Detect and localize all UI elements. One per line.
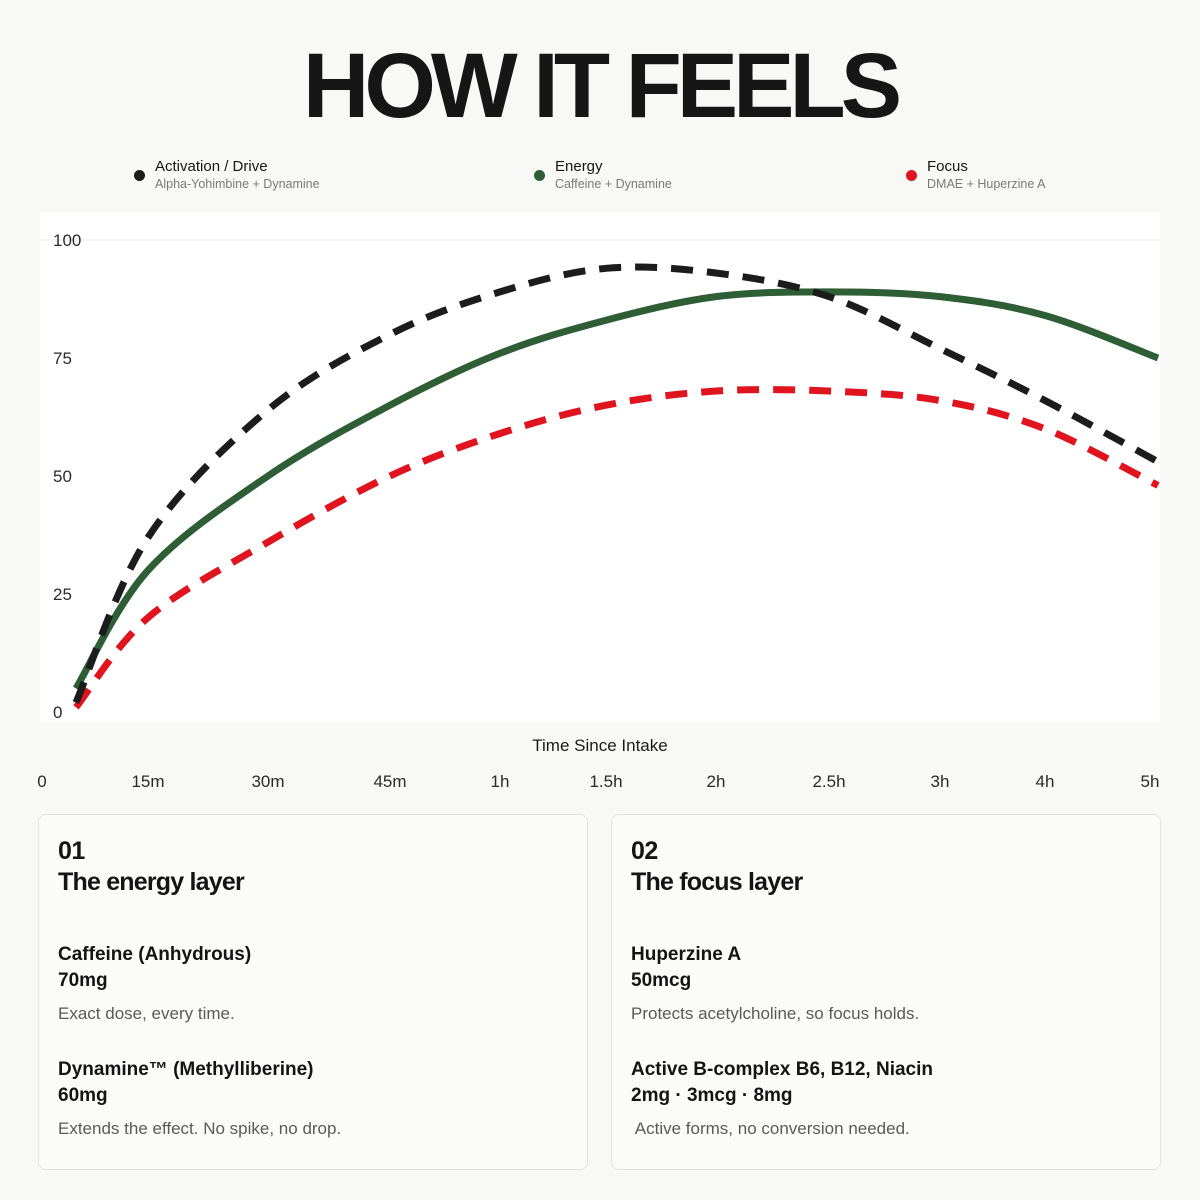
legend-dot-energy (534, 170, 545, 181)
ingredient-dose: 60mg (58, 1085, 108, 1106)
x-tick-label: 0 (37, 772, 46, 791)
ingredient-description: Extends the effect. No spike, no drop. (58, 1119, 342, 1138)
ingredient-dose: 50mcg (631, 970, 692, 991)
line-chart: 0 25 50 75 100 0 15m 30m 45m 1h 1.5h 2h 2.5h 3h 4h 5h (37, 231, 1160, 791)
legend-label-activation: Activation / Drive (155, 158, 268, 175)
ingredient-dose: 70mg (58, 970, 108, 991)
y-tick-label: 0 (53, 703, 62, 722)
x-tick-label: 3h (931, 772, 950, 791)
legend-sub-activation: Alpha-Yohimbine + Dynamine (155, 177, 320, 191)
ingredient-name: Huperzine A (631, 944, 742, 965)
legend-dot-focus (906, 170, 917, 181)
y-tick-label: 100 (53, 231, 81, 250)
card-number: 01 (58, 837, 85, 865)
focus-layer-card: 02 The focus layer Huperzine A 50mcg Pro… (611, 814, 1161, 1170)
x-tick-label: 2.5h (812, 772, 845, 791)
legend-dot-activation (134, 170, 145, 181)
card-number: 02 (631, 837, 658, 865)
legend-sub-energy: Caffeine + Dynamine (555, 177, 672, 191)
series-line-activation-drive (72, 263, 1160, 704)
series-line-focus (73, 386, 1160, 710)
page-title: HOW IT FEELS (302, 35, 902, 137)
ingredient-description: Active forms, no conversion needed. (631, 1119, 910, 1138)
ingredient-name: Caffeine (Anhydrous) (58, 944, 252, 965)
y-tick-label: 25 (53, 585, 72, 604)
y-tick-label: 75 (53, 349, 72, 368)
ingredient-description: Protects acetylcholine, so focus holds. (631, 1004, 920, 1023)
x-tick-label: 5h (1141, 772, 1160, 791)
card-title: The energy layer (58, 868, 245, 896)
legend-sub-focus: DMAE + Huperzine A (927, 177, 1046, 191)
ingredient-name: Dynamine™ (Methylliberine) (58, 1059, 314, 1080)
x-tick-label: 30m (251, 772, 284, 791)
x-tick-label: 15m (131, 772, 164, 791)
card-title: The focus layer (631, 868, 803, 896)
legend-item-energy: Energy Caffeine + Dynamine (534, 158, 672, 192)
x-tick-label: 2h (707, 772, 726, 791)
legend-label-focus: Focus (927, 158, 968, 175)
ingredient-description: Exact dose, every time. (58, 1004, 235, 1023)
legend-item-focus: Focus DMAE + Huperzine A (906, 158, 1046, 192)
y-tick-label: 50 (53, 467, 72, 486)
legend-item-activation: Activation / Drive Alpha-Yohimbine + Dyn… (134, 158, 320, 192)
plot-area (40, 212, 1160, 722)
series-line-energy (73, 288, 1160, 691)
ingredient-name: Active B-complex B6, B12, Niacin (631, 1059, 933, 1080)
legend-label-energy: Energy (555, 158, 603, 175)
x-tick-label: 1h (491, 772, 510, 791)
x-tick-label: 4h (1036, 772, 1055, 791)
x-tick-label: 45m (373, 772, 406, 791)
ingredient-dose: 2mg · 3mcg · 8mg (631, 1085, 793, 1106)
energy-layer-card: 01 The energy layer Caffeine (Anhydrous)… (38, 814, 588, 1170)
x-tick-label: 1.5h (589, 772, 622, 791)
x-axis-title: Time Since Intake (532, 736, 668, 755)
